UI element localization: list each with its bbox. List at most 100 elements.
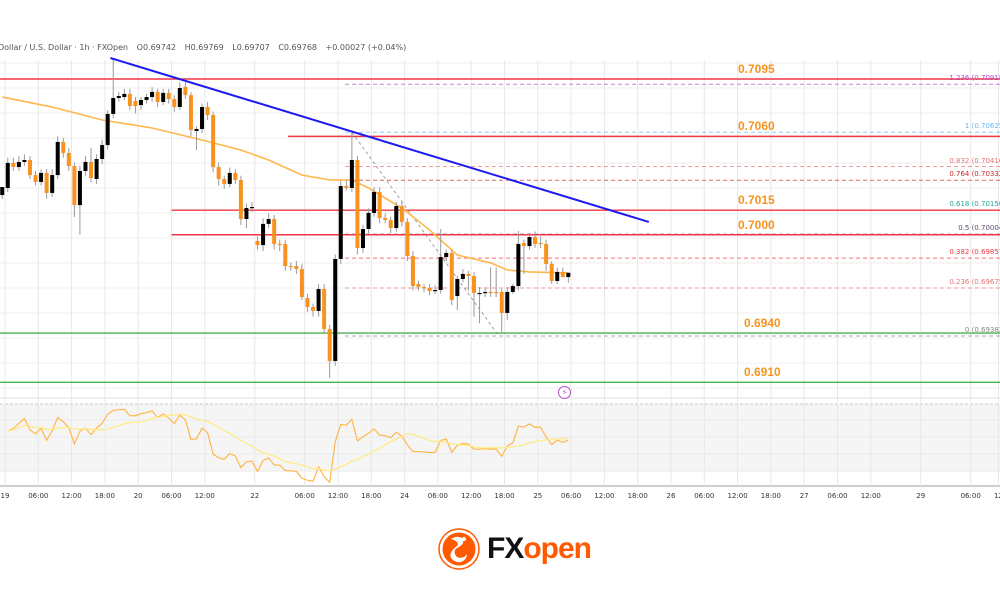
fib-level-label: 0.832 (0.70416)	[949, 156, 1000, 165]
level-label: 0.7015	[738, 193, 775, 208]
candle-bearish	[560, 271, 565, 278]
level-label: 0.7095	[738, 62, 775, 76]
time-axis-tick: 12:00	[194, 492, 215, 500]
candle-bearish	[499, 291, 504, 313]
fib-level-label: 0.236 (0.69675)	[949, 278, 1000, 287]
candle-bearish	[216, 167, 221, 179]
candle-bearish	[405, 221, 410, 257]
candle-bullish	[122, 93, 127, 98]
candle-bullish	[200, 107, 205, 129]
time-axis-tick: 29	[916, 492, 926, 500]
candle-bearish	[311, 307, 316, 311]
moving-average-line	[2, 96, 569, 274]
candle-bearish	[211, 115, 216, 168]
time-axis-tick: 12:00	[327, 492, 349, 500]
candle-bearish	[89, 161, 94, 179]
candle-bullish	[244, 208, 249, 219]
candle-bullish	[77, 170, 82, 206]
candle-bullish	[50, 175, 55, 193]
candle-bullish	[83, 161, 88, 171]
candle-bullish	[22, 159, 27, 162]
candle-bearish	[272, 219, 277, 244]
candle-bullish	[566, 272, 571, 278]
candle-bullish	[100, 145, 105, 159]
fxopen-logo: FXopen	[437, 527, 592, 571]
candle-bullish	[194, 129, 199, 131]
level-label: 0.7000	[738, 217, 775, 232]
candle-bullish	[333, 259, 338, 361]
level-label: 0.6910	[744, 365, 781, 380]
time-axis-tick: 06:00	[827, 492, 848, 500]
candle-bearish	[27, 159, 32, 176]
candle-bearish	[488, 291, 493, 294]
candle-bearish	[277, 243, 282, 246]
candle-bearish	[222, 179, 227, 184]
time-axis-tick: 18:00	[361, 492, 382, 500]
fib-level-label: 1 (0.70625)	[964, 122, 1000, 131]
candle-bullish	[527, 237, 532, 247]
candle-bullish	[444, 252, 449, 258]
candle-bullish	[55, 141, 60, 176]
candle-bullish	[227, 172, 232, 184]
logo-fx: FX	[487, 532, 524, 565]
candle-bullish	[161, 92, 166, 102]
candle-bearish	[283, 243, 288, 267]
candle-bearish	[521, 242, 526, 247]
candle-bullish	[483, 291, 488, 294]
time-axis-tick: 18:00	[94, 492, 115, 500]
logo-wordmark: FXopen	[487, 532, 592, 565]
candle-bullish	[510, 286, 515, 292]
candle-bullish	[266, 219, 271, 224]
candle-bearish	[11, 162, 16, 168]
candle-bullish	[177, 88, 182, 108]
candle-bearish	[66, 152, 71, 167]
trendline	[110, 57, 650, 223]
time-axis-tick: 12:00	[860, 492, 881, 500]
candle-bearish	[233, 172, 238, 180]
candle-bullish	[505, 291, 510, 313]
time-axis-tick: 25	[533, 492, 543, 500]
candle-bearish	[322, 289, 327, 329]
candle-bearish	[44, 172, 49, 193]
candle-bearish	[383, 218, 388, 220]
candle-bullish	[5, 162, 10, 189]
candle-bearish	[344, 186, 349, 189]
candle-bearish	[388, 219, 393, 229]
ohlc-open: O0.69742	[136, 43, 177, 52]
candle-bearish	[427, 288, 432, 291]
rsi-signal-line	[7, 413, 569, 472]
candle-bearish	[449, 252, 454, 300]
logo-open: open	[523, 532, 592, 565]
time-axis-tick: 26	[666, 492, 676, 500]
candle-bearish	[33, 175, 38, 182]
ohlc-close: C0.69768	[278, 43, 317, 52]
candle-bullish	[433, 289, 438, 292]
rsi-line	[7, 408, 569, 484]
candle-bullish	[144, 97, 149, 100]
candle-bearish	[155, 91, 160, 102]
candle-bearish	[422, 287, 427, 289]
candle-bearish	[205, 107, 210, 116]
lightning-icon[interactable]: ⚡	[558, 386, 571, 399]
ohlc-low: L0.69707	[232, 43, 270, 52]
fib-level-label: 0.382 (0.69857)	[949, 248, 1000, 257]
time-axis-tick: 12:00	[727, 492, 748, 500]
candle-bullish	[349, 159, 354, 189]
candle-bearish	[533, 237, 538, 244]
time-axis-tick: 22	[250, 492, 260, 500]
candle-bullish	[0, 187, 5, 196]
candle-bullish	[555, 271, 560, 281]
candle-bearish	[72, 166, 77, 206]
time-axis-tick: 06:00	[161, 492, 182, 500]
fib-level-label: 1.236 (0.70918)	[949, 74, 1000, 83]
candle-bearish	[166, 92, 171, 99]
symbol-header: Dollar / U.S. Dollar · 1h · FXOpen O0.69…	[0, 43, 412, 52]
time-axis-tick: 06:00	[28, 492, 49, 500]
candle-bullish	[438, 257, 443, 290]
candle-bullish	[366, 212, 371, 229]
candle-bullish	[150, 91, 155, 98]
time-axis-tick: 18:00	[760, 492, 781, 500]
candle-bearish	[61, 141, 66, 153]
candle-bearish	[172, 99, 177, 108]
